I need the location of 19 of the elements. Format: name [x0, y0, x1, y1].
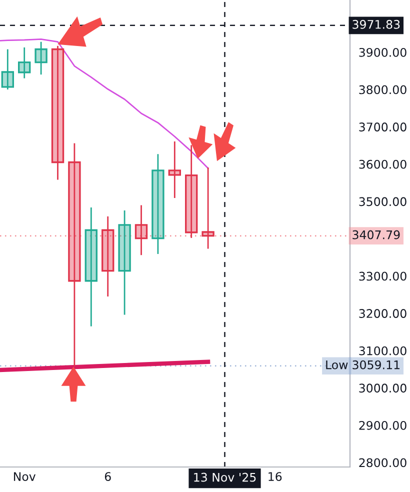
y-tick-label: 3200.00: [359, 309, 406, 318]
y-tick-label: 3900.00: [359, 48, 406, 57]
y-tick-label: 3800.00: [359, 85, 406, 94]
line-series: [0, 38, 209, 169]
y-tick-label: 3700.00: [359, 122, 406, 132]
y-tick-label: 3100.00: [359, 346, 406, 356]
y-tick-label: 3000.00: [359, 384, 406, 393]
y-tick-label: 3500.00: [359, 197, 406, 206]
y-tick-label: 2900.00: [359, 420, 406, 430]
ref-line-label: 3971.83: [352, 20, 400, 29]
x-tick-label: Nov: [14, 472, 36, 481]
y-tick-label: 2800.00: [359, 458, 406, 468]
x-tick-label: 16: [268, 472, 282, 481]
x-tick-label: 6: [104, 472, 111, 481]
y-tick-label: 3300.00: [359, 272, 406, 281]
ref-line-label: 3407.79: [352, 230, 400, 240]
ref-line-label: Low 3059.11: [326, 360, 400, 370]
ref-line-label: 13 Nov '25: [194, 472, 256, 482]
y-tick-label: 3600.00: [359, 160, 406, 169]
